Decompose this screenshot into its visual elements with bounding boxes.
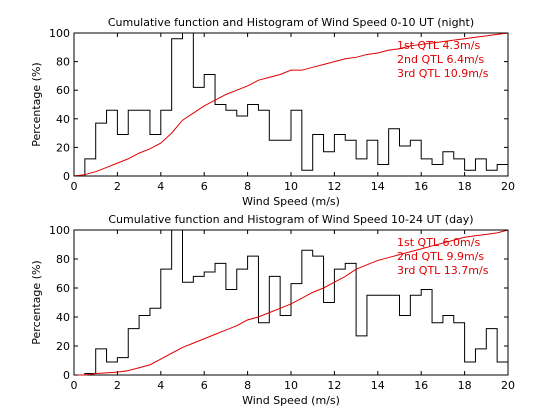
x-tick-label: 2 xyxy=(114,379,121,392)
chart-title: Cumulative function and Histogram of Win… xyxy=(108,16,474,29)
x-tick-label: 6 xyxy=(201,180,208,193)
x-tick-label: 0 xyxy=(71,180,78,193)
x-tick-label: 14 xyxy=(371,379,385,392)
x-tick-label: 12 xyxy=(327,379,341,392)
x-tick-label: 8 xyxy=(244,379,251,392)
x-axis-label: Wind Speed (m/s) xyxy=(242,195,340,208)
x-tick-label: 4 xyxy=(157,180,164,193)
quartile-annotation: 2nd QTL 9.9m/s xyxy=(397,250,484,263)
x-tick-label: 8 xyxy=(244,180,251,193)
x-tick-label: 10 xyxy=(284,180,298,193)
x-tick-label: 18 xyxy=(458,379,472,392)
x-tick-label: 10 xyxy=(284,379,298,392)
y-tick-label: 20 xyxy=(56,340,70,353)
x-tick-label: 2 xyxy=(114,180,121,193)
quartile-annotation: 3rd QTL 13.7m/s xyxy=(397,264,489,277)
chart-title: Cumulative function and Histogram of Win… xyxy=(108,213,473,226)
x-tick-label: 4 xyxy=(157,379,164,392)
y-axis-label: Percentage (%) xyxy=(30,62,43,146)
plot-area xyxy=(73,32,509,177)
chart-panel-2: 0 2 4 6 8 10 12 14 16 18 20 0 20 40 60 80 100 Cumulative … xyxy=(30,213,515,407)
histogram-series xyxy=(74,230,508,375)
y-tick-label: 80 xyxy=(56,56,70,69)
y-axis-label: Percentage (%) xyxy=(30,260,43,344)
y-tick-label: 60 xyxy=(56,282,70,295)
x-tick-label: 16 xyxy=(414,379,428,392)
quartile-annotation: 2nd QTL 6.4m/s xyxy=(397,53,484,66)
y-tick-label: 100 xyxy=(49,224,70,237)
y-tick-label: 0 xyxy=(63,170,70,183)
quartile-annotation: 3rd QTL 10.9m/s xyxy=(397,67,489,80)
y-tick-label: 60 xyxy=(56,84,70,97)
x-tick-label: 16 xyxy=(414,180,428,193)
y-tick-label: 100 xyxy=(49,27,70,40)
quartile-annotation: 1st QTL 4.3m/s xyxy=(397,39,480,52)
chart-panel-1: 0 2 4 6 8 10 12 14 16 18 20 0 20 40 60 80 100 Cumulative … xyxy=(30,16,515,208)
x-tick-label: 14 xyxy=(371,180,385,193)
x-tick-label: 20 xyxy=(501,379,515,392)
cumulative-series xyxy=(74,229,509,376)
y-tick-label: 40 xyxy=(56,113,70,126)
x-axis-label: Wind Speed (m/s) xyxy=(242,394,340,407)
y-tick-label: 0 xyxy=(63,369,70,382)
y-tick-label: 80 xyxy=(56,253,70,266)
x-tick-label: 0 xyxy=(71,379,78,392)
quartile-annotation: 1st QTL 6.0m/s xyxy=(397,236,480,249)
y-tick-label: 40 xyxy=(56,311,70,324)
x-tick-label: 6 xyxy=(201,379,208,392)
x-tick-label: 12 xyxy=(327,180,341,193)
x-tick-label: 20 xyxy=(501,180,515,193)
cumulative-series xyxy=(73,32,509,177)
x-tick-label: 18 xyxy=(458,180,472,193)
histogram-series xyxy=(74,33,508,176)
y-tick-label: 20 xyxy=(56,141,70,154)
